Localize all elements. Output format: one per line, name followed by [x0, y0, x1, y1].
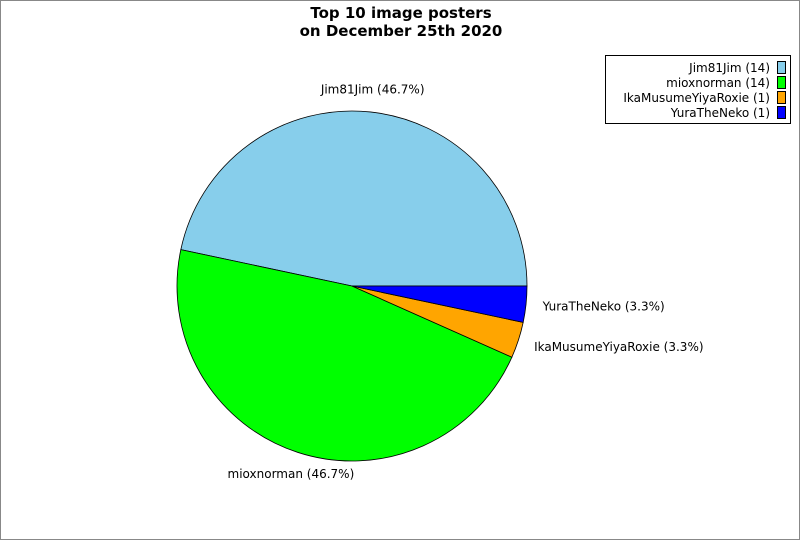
pie-slice-YuraTheNeko: [351, 285, 528, 323]
title-line-2: on December 25th 2020: [299, 22, 503, 40]
legend-label: YuraTheNeko (1): [670, 105, 770, 120]
slice-label: YuraTheNeko (3.3%): [542, 300, 665, 314]
legend-swatch: [777, 106, 786, 119]
pie-slice-Jim81Jim: [180, 110, 528, 287]
legend-label: Jim81Jim (14): [689, 60, 770, 75]
slice-label: mioxnorman (46.7%): [228, 467, 355, 481]
legend-item: mioxnorman (14): [606, 75, 790, 90]
legend-item: YuraTheNeko (1): [606, 105, 790, 120]
legend: Jim81Jim (14) mioxnorman (14) IkaMusumeYiy…: [605, 55, 791, 124]
slice-label: Jim81Jim (46.7%): [320, 82, 425, 96]
legend-swatch: [777, 76, 786, 89]
legend-label: IkaMusumeYiyaRoxie (1): [623, 90, 770, 105]
legend-swatch: [777, 61, 786, 74]
legend-item: IkaMusumeYiyaRoxie (1): [606, 90, 790, 105]
legend-label: mioxnorman (14): [666, 75, 770, 90]
legend-item: Jim81Jim (14): [606, 60, 790, 75]
pie-slice-mioxnorman: [176, 249, 513, 462]
chart-title: Top 10 image posters on December 25th 20…: [1, 4, 799, 40]
slice-label: IkaMusumeYiyaRoxie (3.3%): [534, 340, 703, 354]
title-line-1: Top 10 image posters: [310, 4, 492, 22]
legend-swatch: [777, 91, 786, 104]
